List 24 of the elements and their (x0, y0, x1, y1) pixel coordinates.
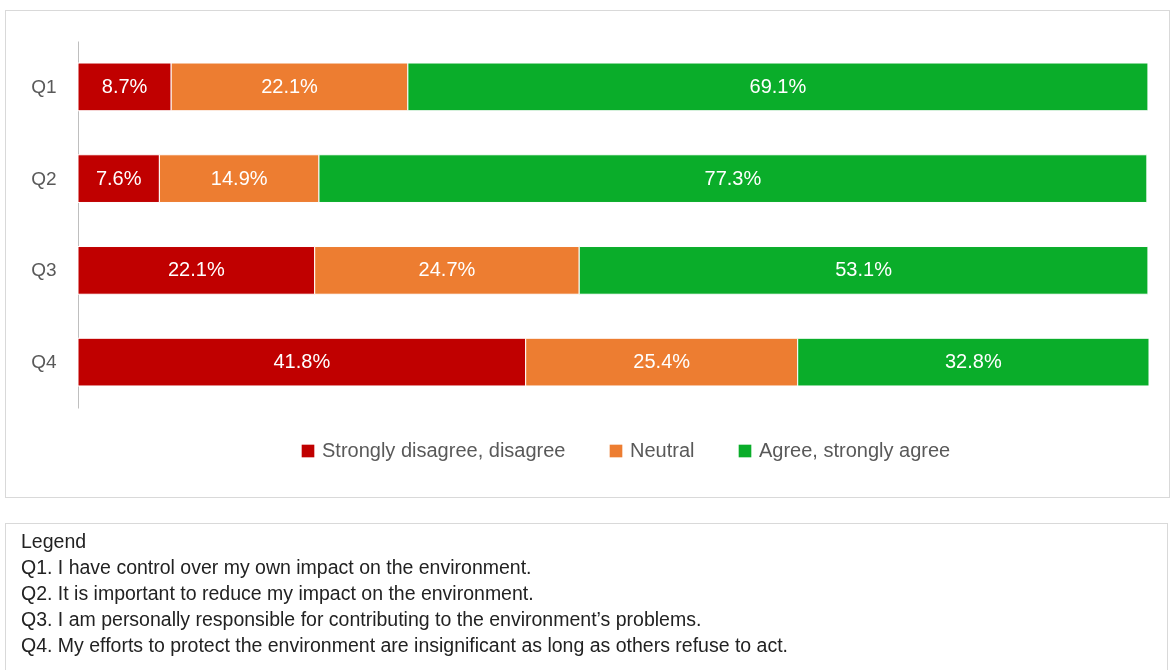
legend-label: Neutral (630, 439, 695, 461)
data-label: 8.7% (101, 74, 148, 97)
y-tick-label: Q1 (31, 75, 57, 97)
data-label: 77.3% (704, 166, 762, 189)
data-label: 32.8% (945, 350, 1002, 373)
text: Q4. My efforts to protect the environment are insignificant as long as others refuse to act. (21, 633, 790, 658)
data-label: 25.4% (633, 350, 691, 373)
data-label: 14.9% (210, 166, 268, 189)
y-tick-label: Q2 (31, 167, 57, 189)
data-label: 69.1% (749, 74, 807, 97)
data-label: 7.6% (95, 166, 142, 189)
legend-label: Strongly disagree, disagree (322, 439, 566, 461)
text: Q1. I have control over my own impact on the environment. (21, 555, 533, 580)
y-tick-label: Q4 (31, 351, 57, 373)
text: Q3. I am personally responsible for contributing to the environment’s problems. (21, 607, 703, 632)
text: Legend (21, 529, 88, 554)
legend-label: Agree, strongly agree (759, 439, 951, 461)
y-tick-label: Q3 (31, 259, 57, 281)
data-label: 53.1% (835, 258, 893, 281)
data-label: 22.1% (167, 258, 225, 281)
data-label: 22.1% (261, 74, 319, 97)
text: Q2. It is important to reduce my impact on the environment. (21, 581, 535, 606)
data-label: 41.8% (273, 350, 331, 373)
data-label: 24.7% (418, 258, 476, 281)
